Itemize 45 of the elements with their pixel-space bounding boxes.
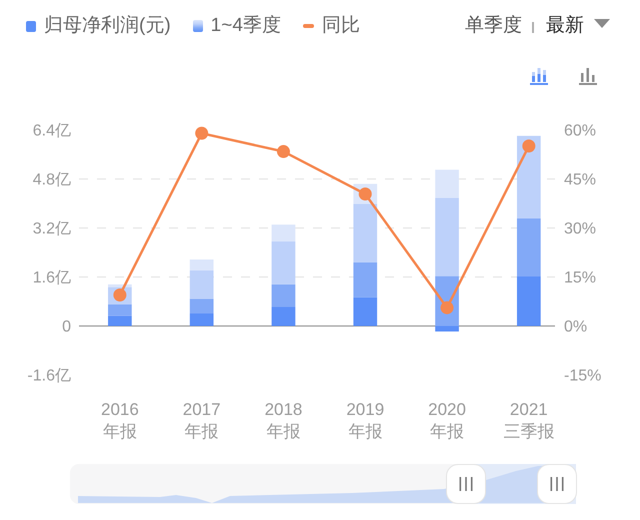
bar [190, 270, 214, 299]
text: 1~4季度 [210, 14, 281, 38]
y-tick-label: 4.8亿 [32, 172, 71, 189]
bar [108, 316, 132, 326]
point [276, 145, 290, 158]
y2-tick-label: -15% [564, 368, 602, 385]
bar [516, 276, 541, 326]
x-tick-label: 2018 年报 [264, 400, 302, 442]
y-tick-label: 1.6亿 [32, 270, 71, 287]
x-tick-label: 2020 年报 [428, 400, 466, 442]
bar [190, 313, 214, 326]
y2-tick-label: 0% [564, 318, 588, 336]
bar [353, 262, 378, 298]
y-tick-label: 0 [62, 318, 72, 336]
bar [435, 326, 459, 332]
bar [435, 170, 459, 198]
text: 单季度 [465, 14, 522, 38]
y-tick-label: 6.4亿 [32, 122, 71, 140]
x-tick-label: 2016 年报 [100, 400, 139, 442]
y2-tick-label: 30% [564, 220, 596, 238]
bar [516, 218, 541, 276]
bar [516, 136, 541, 219]
bar [272, 307, 296, 326]
legend-label: 归母净利润(元) [44, 14, 171, 38]
legend-label: 同比 [322, 14, 360, 38]
bar [108, 304, 132, 316]
point [522, 140, 536, 153]
y-tick-label: 3.2亿 [32, 220, 71, 238]
bar [435, 198, 459, 276]
bar [272, 241, 296, 284]
bar [353, 297, 378, 326]
bar [190, 298, 214, 314]
point [195, 126, 208, 140]
x-tick-label: 2021 三季报 [503, 400, 554, 442]
y-tick-label: -1.6亿 [27, 368, 71, 385]
x-tick-label: 2019 年报 [346, 400, 384, 442]
bar [190, 260, 214, 270]
x-tick-label: 2017 年报 [182, 400, 221, 442]
bar [353, 204, 378, 262]
bar [272, 224, 296, 242]
text: 最新 [546, 14, 584, 38]
bar [272, 284, 296, 308]
y2-tick-label: 45% [564, 172, 596, 189]
y2-tick-label: 15% [564, 270, 596, 287]
y2-tick-label: 60% [564, 122, 596, 140]
